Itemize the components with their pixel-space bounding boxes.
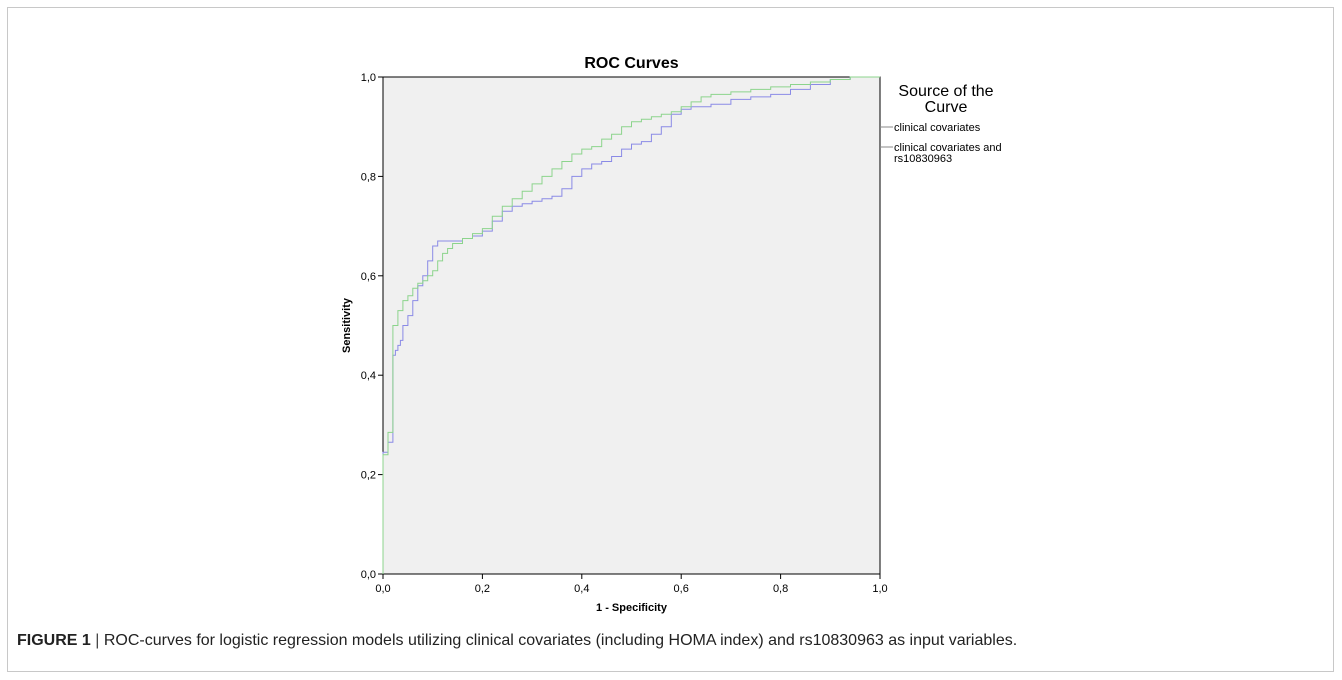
figure-caption: FIGURE 1 | ROC-curves for logistic regre… (17, 631, 1317, 651)
axis-ticks: 0,0 0,2 0,4 0,6 0,8 1,0 0,0 0,2 0,4 0,6 0,8 1,0 (361, 72, 888, 595)
roc-series (382, 76, 880, 574)
roc-chart: ROC Curves 0,00,20,40,60,81,00,0 0,2 0,4 0,… (341, 55, 1002, 614)
y-axis-label: Sensitivity (341, 297, 353, 353)
caption-text: ROC-curves for logistic regression model… (103, 632, 1018, 649)
y-tick-label: 0,0 (361, 569, 376, 581)
roc-line-1 (382, 76, 880, 574)
y-tick-label: 1,0 (361, 72, 376, 84)
figure-frame (7, 7, 1334, 672)
x-tick-label: 0,8 (773, 583, 788, 595)
chart-title: ROC Curves (584, 55, 678, 72)
x-tick-label: 0,2 (475, 583, 490, 595)
y-tick-label: 0,2 (361, 470, 376, 482)
roc-line-2 (382, 76, 880, 574)
legend-label: clinical covariates (894, 122, 981, 134)
x-axis-label: 1 - Specificity (596, 602, 668, 614)
figure-label: FIGURE 1 (17, 632, 91, 649)
x-tick-label: 0,6 (674, 583, 689, 595)
x-tick-label: 1,0 (872, 583, 887, 595)
legend-title: Source of the (898, 83, 993, 100)
y-tick-label: 0,8 (361, 171, 376, 183)
y-tick-label: 0,4 (361, 370, 376, 382)
legend-title: Curve (925, 99, 968, 116)
plot-area (382, 76, 881, 575)
legend-label: clinical covariates and (894, 142, 1002, 154)
y-tick-label: 0,6 (361, 271, 376, 283)
caption-separator: | (95, 632, 100, 649)
x-tick-label: 0,4 (574, 583, 589, 595)
legend-label: rs10830963 (894, 153, 952, 165)
x-tick-label: 0,0 (375, 583, 390, 595)
